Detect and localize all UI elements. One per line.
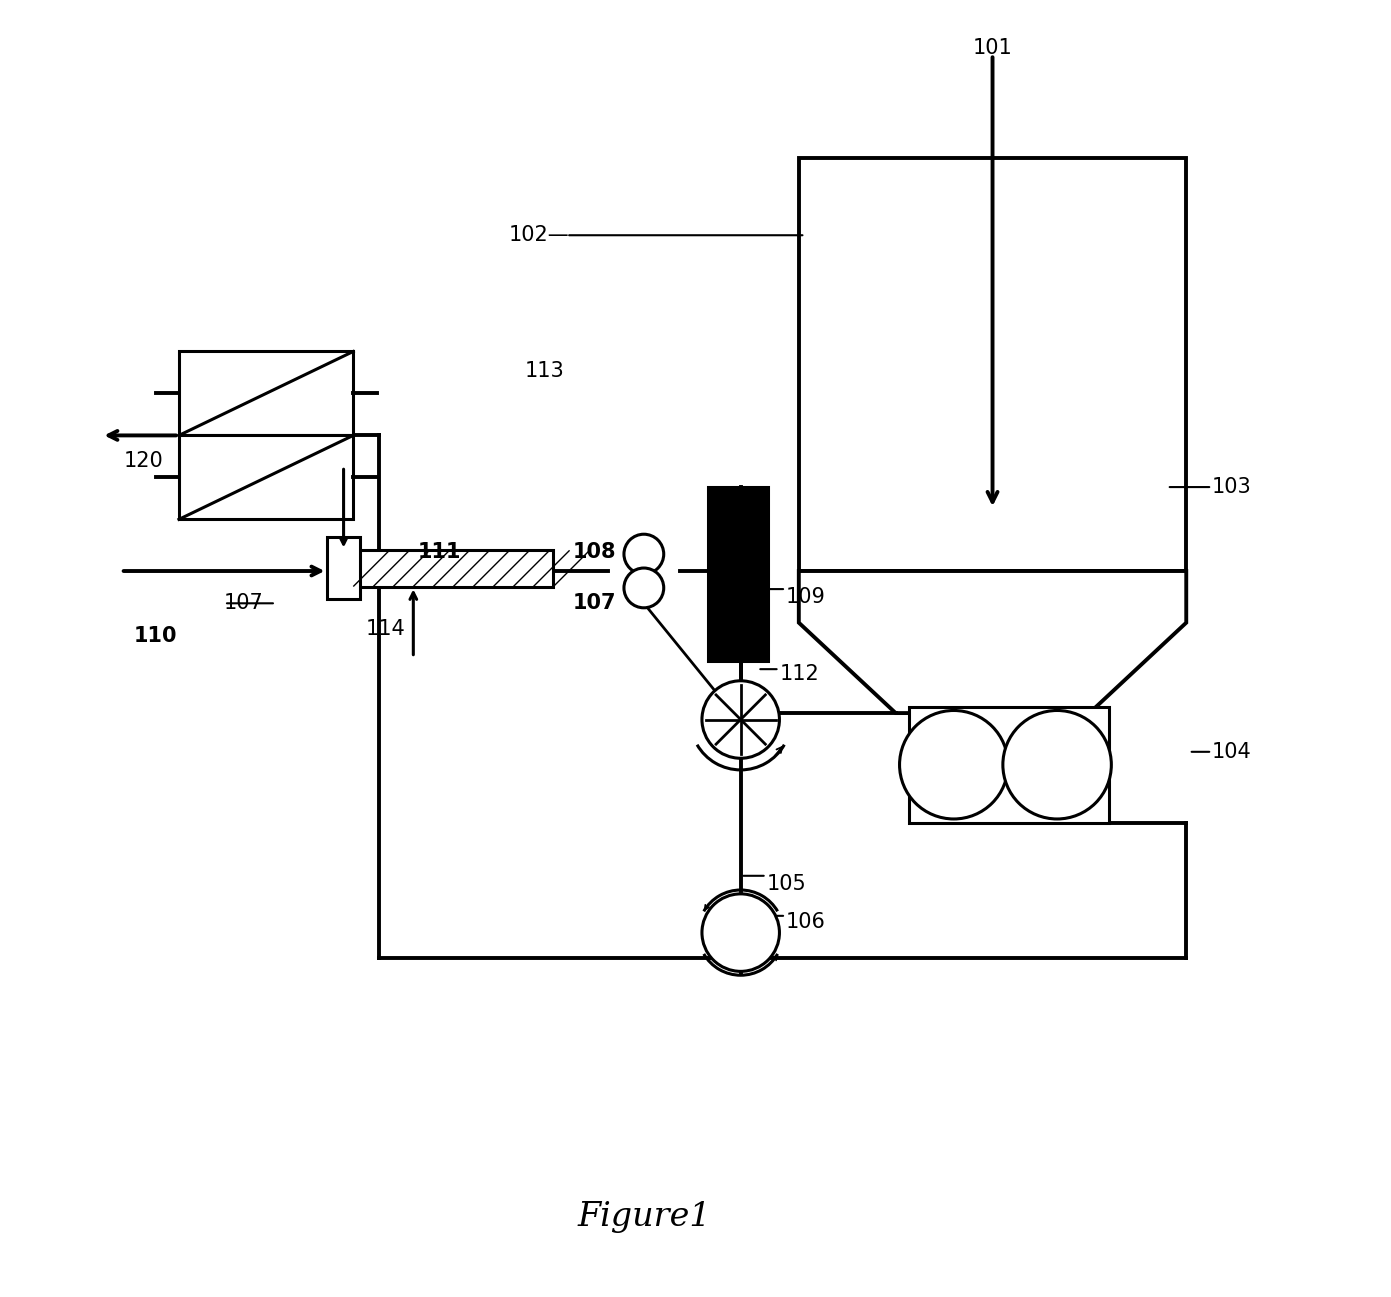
FancyBboxPatch shape bbox=[908, 707, 1109, 822]
Text: 102—: 102— bbox=[508, 226, 569, 245]
Polygon shape bbox=[798, 571, 1187, 713]
Text: 108: 108 bbox=[573, 542, 616, 562]
Text: 111: 111 bbox=[417, 542, 462, 562]
Text: 109: 109 bbox=[786, 586, 826, 607]
Circle shape bbox=[702, 894, 779, 971]
FancyBboxPatch shape bbox=[708, 488, 768, 661]
FancyBboxPatch shape bbox=[798, 158, 1187, 571]
Circle shape bbox=[625, 568, 664, 608]
Text: 110: 110 bbox=[134, 625, 177, 646]
FancyBboxPatch shape bbox=[353, 550, 554, 586]
Text: 113: 113 bbox=[524, 361, 565, 381]
Text: 114: 114 bbox=[366, 619, 406, 639]
Circle shape bbox=[900, 711, 1008, 818]
FancyBboxPatch shape bbox=[179, 351, 353, 436]
Text: 107: 107 bbox=[573, 593, 616, 613]
FancyBboxPatch shape bbox=[179, 436, 353, 519]
Text: 103: 103 bbox=[1212, 477, 1252, 497]
Text: 104: 104 bbox=[1212, 742, 1252, 761]
Text: 106: 106 bbox=[786, 912, 826, 933]
Circle shape bbox=[625, 534, 664, 575]
Text: 112: 112 bbox=[779, 664, 819, 685]
Text: Figure1: Figure1 bbox=[577, 1201, 711, 1232]
Text: 105: 105 bbox=[766, 874, 807, 894]
FancyBboxPatch shape bbox=[327, 537, 360, 599]
Circle shape bbox=[702, 681, 779, 759]
Circle shape bbox=[1003, 711, 1111, 818]
Text: 120: 120 bbox=[124, 451, 163, 471]
Text: 101: 101 bbox=[974, 38, 1013, 58]
Text: 107: 107 bbox=[224, 593, 264, 613]
